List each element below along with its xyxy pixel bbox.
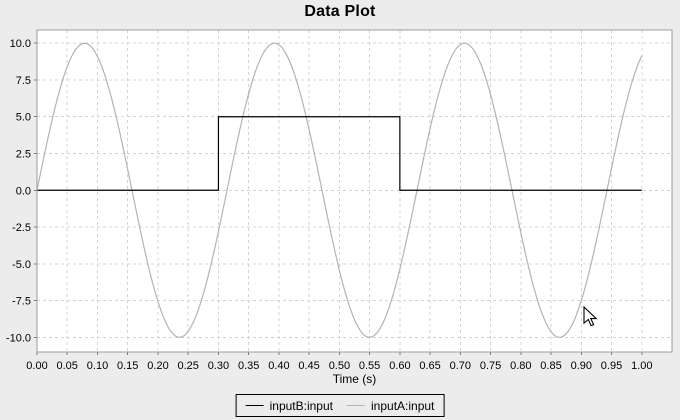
svg-text:0.60: 0.60 xyxy=(389,360,410,372)
y-tick-labels: -10.0 -7.5 -5.0 -2.5 0.0 2.5 5.0 7.5 10.0 xyxy=(6,38,31,344)
x-tick-labels: 0.00 0.05 0.10 0.15 0.20 0.25 0.30 0.35 0.40 0.45… xyxy=(26,360,652,372)
svg-text:0.90: 0.90 xyxy=(571,360,592,372)
svg-text:-5.0: -5.0 xyxy=(12,259,31,271)
svg-text:0.35: 0.35 xyxy=(238,360,259,372)
series-line-0 xyxy=(37,116,642,191)
svg-text:-7.5: -7.5 xyxy=(12,296,31,308)
svg-text:0.15: 0.15 xyxy=(117,360,138,372)
svg-text:10.0: 10.0 xyxy=(10,38,31,50)
svg-text:1.00: 1.00 xyxy=(631,360,652,372)
svg-text:-2.5: -2.5 xyxy=(12,222,31,234)
svg-text:0.50: 0.50 xyxy=(329,360,350,372)
svg-text:0.55: 0.55 xyxy=(359,360,380,372)
svg-text:0.40: 0.40 xyxy=(268,360,289,372)
svg-text:0.0: 0.0 xyxy=(16,185,31,197)
svg-text:0.70: 0.70 xyxy=(450,360,471,372)
legend-label-inputA: inputA:input xyxy=(371,398,435,413)
plot-background[interactable] xyxy=(37,30,672,352)
svg-text:0.25: 0.25 xyxy=(177,360,198,372)
legend-line-swatch-inputA xyxy=(347,405,365,406)
svg-text:0.80: 0.80 xyxy=(510,360,531,372)
svg-text:5.0: 5.0 xyxy=(16,112,31,124)
svg-text:0.30: 0.30 xyxy=(208,360,229,372)
x-axis-title: Time (s) xyxy=(332,372,377,386)
legend-item-inputA: inputA:input xyxy=(347,399,434,413)
legend-label-inputB: inputB:input xyxy=(269,398,333,413)
svg-text:2.5: 2.5 xyxy=(16,149,31,161)
svg-text:0.20: 0.20 xyxy=(147,360,168,372)
chart-title: Data Plot xyxy=(304,3,376,20)
svg-text:0.85: 0.85 xyxy=(540,360,561,372)
legend: inputB:input inputA:input xyxy=(235,394,445,417)
svg-text:7.5: 7.5 xyxy=(16,75,31,87)
legend-item-inputB: inputB:input xyxy=(245,398,333,413)
svg-text:0.45: 0.45 xyxy=(298,360,319,372)
svg-text:0.05: 0.05 xyxy=(56,360,77,372)
series-line-1 xyxy=(36,42,643,338)
plot-border xyxy=(36,29,673,353)
legend-line-swatch-inputB xyxy=(245,405,264,406)
svg-text:-10.0: -10.0 xyxy=(6,332,31,344)
svg-text:0.65: 0.65 xyxy=(419,360,440,372)
svg-text:0.00: 0.00 xyxy=(26,360,47,372)
svg-text:0.10: 0.10 xyxy=(87,360,108,372)
svg-text:0.95: 0.95 xyxy=(601,360,622,372)
svg-text:0.75: 0.75 xyxy=(480,360,501,372)
